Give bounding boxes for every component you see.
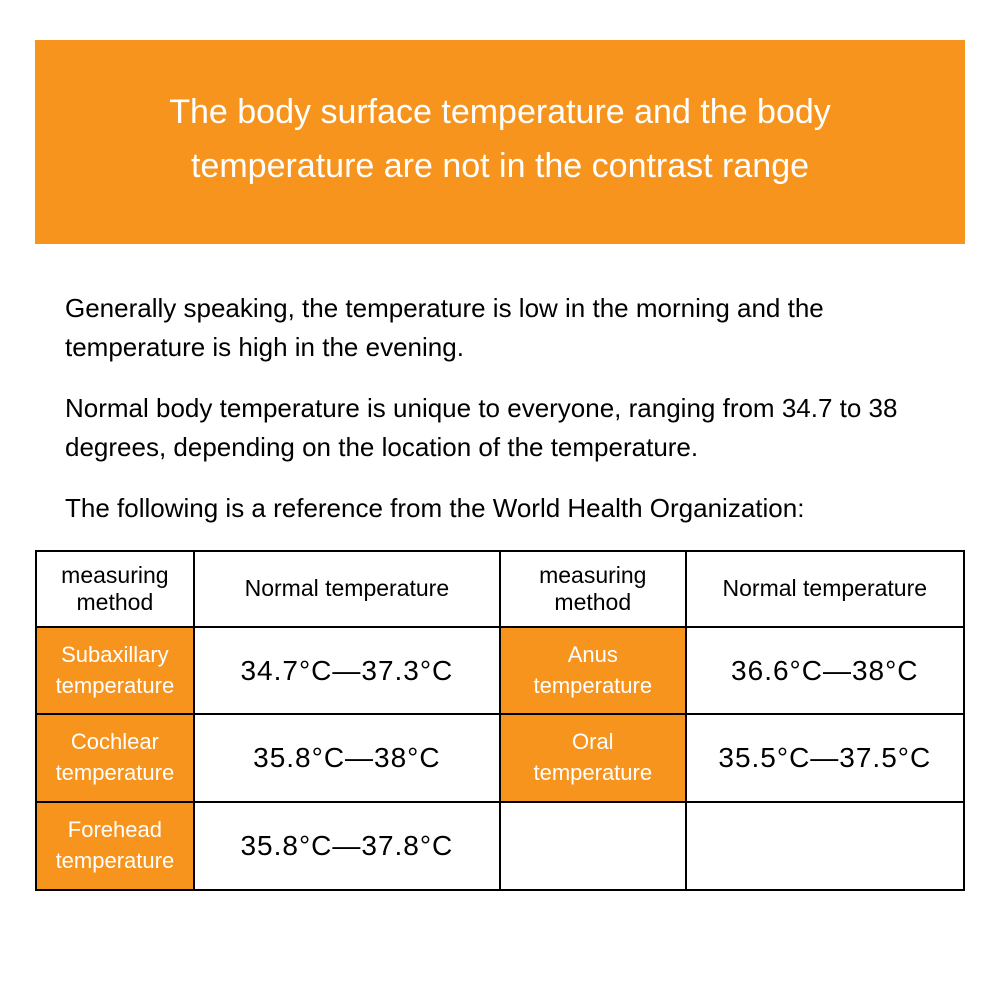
method-forehead: Forehead temperature [36,802,194,890]
col-header-method-right: measuring method [500,551,686,627]
value-oral: 35.5°C—37.5°C [686,714,964,802]
body-text-section: Generally speaking, the temperature is l… [35,289,965,528]
header-title: The body surface temperature and the bod… [169,93,831,185]
paragraph-2: Normal body temperature is unique to eve… [65,389,935,467]
method-empty [500,802,686,890]
col-header-method-left: measuring method [36,551,194,627]
method-anus: Anus temperature [500,627,686,715]
table-header-row: measuring method Normal temperature meas… [36,551,964,627]
header-banner: The body surface temperature and the bod… [35,40,965,244]
value-cochlear: 35.8°C—38°C [194,714,500,802]
value-anus: 36.6°C—38°C [686,627,964,715]
value-empty [686,802,964,890]
table-row: Forehead temperature 35.8°C—37.8°C [36,802,964,890]
method-cochlear: Cochlear temperature [36,714,194,802]
table-row: Cochlear temperature 35.8°C—38°C Oral te… [36,714,964,802]
col-header-normal-left: Normal temperature [194,551,500,627]
col-header-normal-right: Normal temperature [686,551,964,627]
paragraph-1: Generally speaking, the temperature is l… [65,289,935,367]
paragraph-3: The following is a reference from the Wo… [65,489,935,528]
temperature-table: measuring method Normal temperature meas… [35,550,965,891]
value-forehead: 35.8°C—37.8°C [194,802,500,890]
table-row: Subaxillary temperature 34.7°C—37.3°C An… [36,627,964,715]
method-oral: Oral temperature [500,714,686,802]
value-subaxillary: 34.7°C—37.3°C [194,627,500,715]
method-subaxillary: Subaxillary temperature [36,627,194,715]
